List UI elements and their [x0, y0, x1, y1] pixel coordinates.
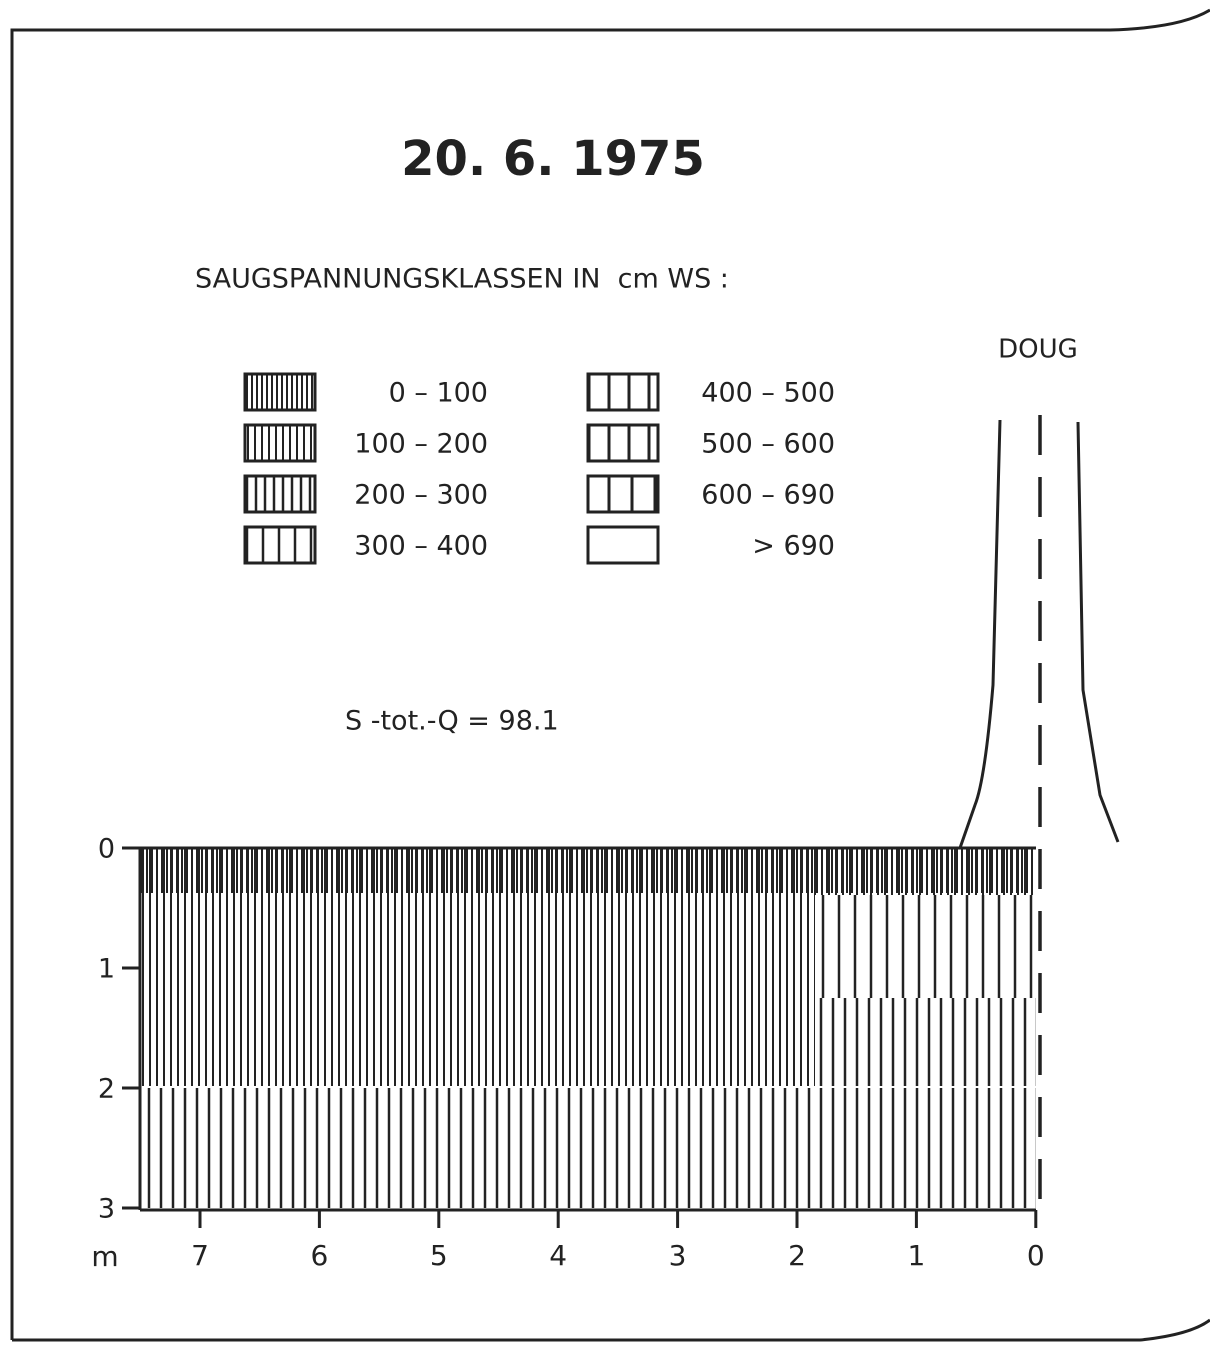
frame [10, 8, 1210, 1340]
legend-label: 600 – 690 [701, 480, 835, 511]
x-tick-label: 0 [1027, 1239, 1045, 1272]
tree-outline [958, 419, 1002, 849]
x-tick-label: 2 [788, 1239, 806, 1272]
x-tick-label: 6 [310, 1239, 328, 1272]
legend-swatch [586, 423, 660, 463]
legend-swatch [586, 474, 660, 514]
legend-swatch [586, 525, 660, 565]
suction-zone [140, 1088, 1036, 1208]
suction-zone [140, 848, 1036, 893]
y-tick-label: 0 [98, 834, 115, 865]
title: 20. 6. 1975 [401, 131, 705, 187]
axis-labels: 0 1 2 3 7 6 5 4 3 2 1 0 m [91, 834, 1044, 1274]
x-tick-label: 4 [549, 1239, 567, 1272]
legend-swatch [243, 423, 317, 463]
legend-label: 400 – 500 [701, 378, 835, 409]
y-tick-label: 2 [98, 1074, 115, 1105]
x-unit: m [91, 1240, 118, 1273]
legend-label: 500 – 600 [701, 429, 835, 460]
legend-label: > 690 [752, 531, 835, 562]
legend-label: 300 – 400 [354, 531, 488, 562]
legend-swatch [243, 474, 317, 514]
y-tick-label: 3 [98, 1194, 115, 1225]
legend-swatch [586, 372, 660, 412]
legend-swatch [243, 525, 317, 565]
y-tick-label: 1 [98, 954, 115, 985]
legend: 0 – 100 100 – 200 200 – 300 300 – 400 400 – … [243, 372, 835, 565]
tree-label: DOUG [998, 335, 1078, 365]
x-tick-label: 5 [430, 1239, 448, 1272]
legend-label: 0 – 100 [389, 378, 488, 409]
annotation: S -tot.-Q = 98.1 [345, 706, 559, 737]
suction-zone [815, 895, 1036, 998]
x-tick-label: 3 [669, 1239, 687, 1272]
suction-zone [815, 998, 1036, 1086]
tree-outline [1076, 421, 1120, 843]
legend-label: 200 – 300 [354, 480, 488, 511]
x-tick-label: 7 [191, 1239, 209, 1272]
x-tick-label: 1 [907, 1239, 925, 1272]
legend-label: 100 – 200 [354, 429, 488, 460]
frame [12, 1318, 1210, 1342]
legend-title: SAUGSPANNUNGSKLASSEN IN cm WS : [195, 264, 729, 295]
legend-swatch [243, 372, 317, 412]
